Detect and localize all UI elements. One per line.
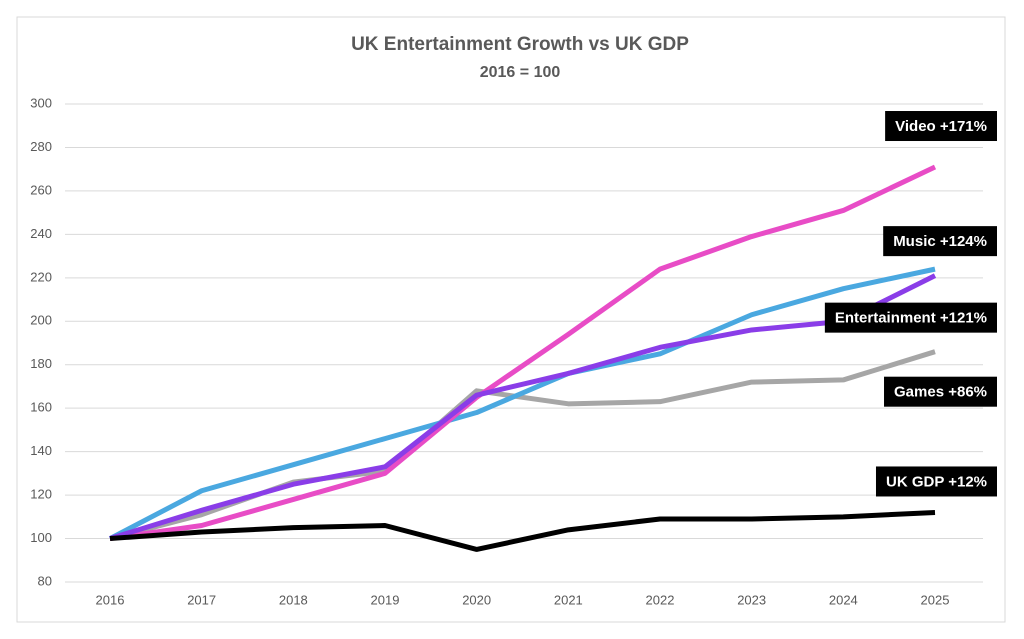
series-line: [109, 509, 936, 552]
series-label-text: Video +171%: [895, 118, 987, 135]
y-tick-label: 120: [30, 487, 52, 502]
x-tick-label: 2020: [462, 592, 491, 607]
y-tick-label: 260: [30, 182, 52, 197]
label-box: [824, 302, 997, 333]
label-box: [883, 226, 997, 257]
label-box: [884, 376, 997, 407]
y-tick-label: 220: [30, 269, 52, 284]
series-label-text: Entertainment +121%: [835, 310, 987, 327]
label-box: [885, 111, 997, 142]
chart-subtitle: 2016 = 100: [480, 64, 561, 81]
x-tick-label: 2016: [96, 592, 125, 607]
label-box: [875, 466, 997, 497]
y-tick-label: 140: [30, 443, 52, 458]
x-tick-label: 2017: [187, 592, 216, 607]
y-tick-label: 80: [38, 573, 52, 588]
y-tick-label: 100: [30, 530, 52, 545]
series-label: Video +171%: [885, 111, 997, 142]
x-tick-label: 2022: [646, 592, 675, 607]
series-line: [108, 266, 936, 541]
y-tick-label: 160: [30, 400, 52, 415]
x-tick-label: 2025: [921, 592, 950, 607]
series-line: [109, 164, 937, 542]
chart-title: UK Entertainment Growth vs UK GDP: [351, 34, 689, 55]
y-tick-label: 200: [30, 313, 52, 328]
y-tick-label: 180: [30, 356, 52, 371]
x-tick-label: 2019: [371, 592, 400, 607]
series-label-text: Music +124%: [893, 233, 987, 250]
x-tick-label: 2024: [829, 592, 858, 607]
series-label: Music +124%: [883, 226, 997, 257]
series-label-text: UK GDP +12%: [886, 473, 987, 490]
series-label: Games +86%: [884, 376, 997, 407]
series-label-text: Games +86%: [894, 384, 987, 401]
series-label: Entertainment +121%: [824, 302, 997, 333]
y-tick-label: 240: [30, 226, 52, 241]
y-tick-label: 280: [30, 139, 52, 154]
series-line: [109, 273, 937, 541]
series-label: UK GDP +12%: [875, 466, 997, 497]
x-tick-label: 2023: [737, 592, 766, 607]
x-tick-label: 2021: [554, 592, 583, 607]
y-tick-label: 300: [30, 95, 52, 110]
x-tick-label: 2018: [279, 592, 308, 607]
